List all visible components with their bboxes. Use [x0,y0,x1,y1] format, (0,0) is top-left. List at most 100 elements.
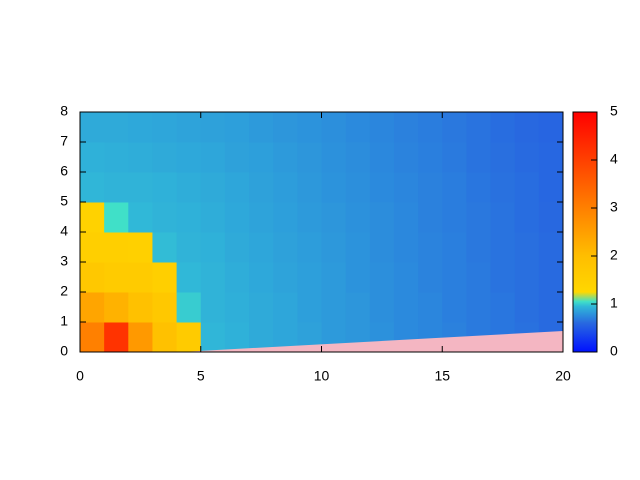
cell [345,232,371,263]
cell [104,322,129,353]
cell [466,112,492,143]
cell [514,262,540,293]
cell [128,232,153,263]
cell [80,142,105,173]
cell [321,262,347,293]
cell [418,112,443,143]
cell [490,202,516,233]
cell [369,112,395,143]
cell [345,142,371,173]
x-tick-label: 10 [314,368,330,384]
cell [369,292,395,323]
cell [200,172,226,203]
cell [345,262,371,293]
cell [538,172,564,203]
cell [442,262,467,293]
cell [128,292,153,323]
cell [104,202,129,233]
y-tick-label: 2 [60,283,68,299]
cell [152,142,178,173]
cell [152,262,178,293]
cell [104,262,129,293]
cell [490,262,516,293]
cell [224,322,250,353]
colorbar-tick-label: 0 [610,343,618,359]
cell [538,202,564,233]
colorbar-tick-label: 4 [610,151,618,167]
cell [369,232,395,263]
cell [104,112,129,143]
cell [249,172,274,203]
cell [393,172,419,203]
cell [466,202,492,233]
cell [321,202,347,233]
cell [200,292,226,323]
heatmap [80,112,564,353]
cell [442,172,467,203]
cell [297,142,322,173]
cell [200,112,226,143]
cell [249,232,274,263]
cell [176,142,202,173]
cell [176,232,202,263]
cell [321,112,347,143]
x-tick-label: 0 [76,368,84,384]
cell [104,292,129,323]
cell [538,112,564,143]
cell [176,172,202,203]
cell [369,202,395,233]
cell [514,112,540,143]
cell [152,112,178,143]
cell [104,172,129,203]
axes: 0 5 10 15 20 0 1 2 3 4 5 6 7 8 0 1 2 3 4 5 [60,103,618,384]
cell [224,292,250,323]
cell [490,142,516,173]
cell [442,232,467,263]
cell [538,292,564,323]
cell [418,292,443,323]
cell [249,112,274,143]
colorbar-tick-label: 5 [610,103,618,119]
cell [321,172,347,203]
cell [393,262,419,293]
cell [466,262,492,293]
cell [490,292,516,323]
cell [418,202,443,233]
cell [249,292,274,323]
cell [514,172,540,203]
y-tick-label: 0 [60,343,68,359]
cell [273,262,298,293]
cell [200,142,226,173]
cell [418,262,443,293]
cell [80,202,105,233]
cell [538,262,564,293]
cell [80,232,105,263]
cell [200,262,226,293]
y-tick-label: 4 [60,223,68,239]
cell [128,112,153,143]
cell [466,292,492,323]
cell [152,322,178,353]
cell [128,322,153,353]
cell [176,322,202,353]
cell [273,202,298,233]
y-tick-label: 3 [60,253,68,269]
cell [128,262,153,293]
cell [514,232,540,263]
cell [224,262,250,293]
cell [393,142,419,173]
cell [152,202,178,233]
cell [80,172,105,203]
cell [128,202,153,233]
cell [249,142,274,173]
cell [393,292,419,323]
cell [80,292,105,323]
cell [345,202,371,233]
y-tick-label: 8 [60,103,68,119]
cell [321,142,347,173]
cell [273,112,298,143]
cell [297,172,322,203]
cell [273,232,298,263]
x-tick-label: 15 [434,368,450,384]
